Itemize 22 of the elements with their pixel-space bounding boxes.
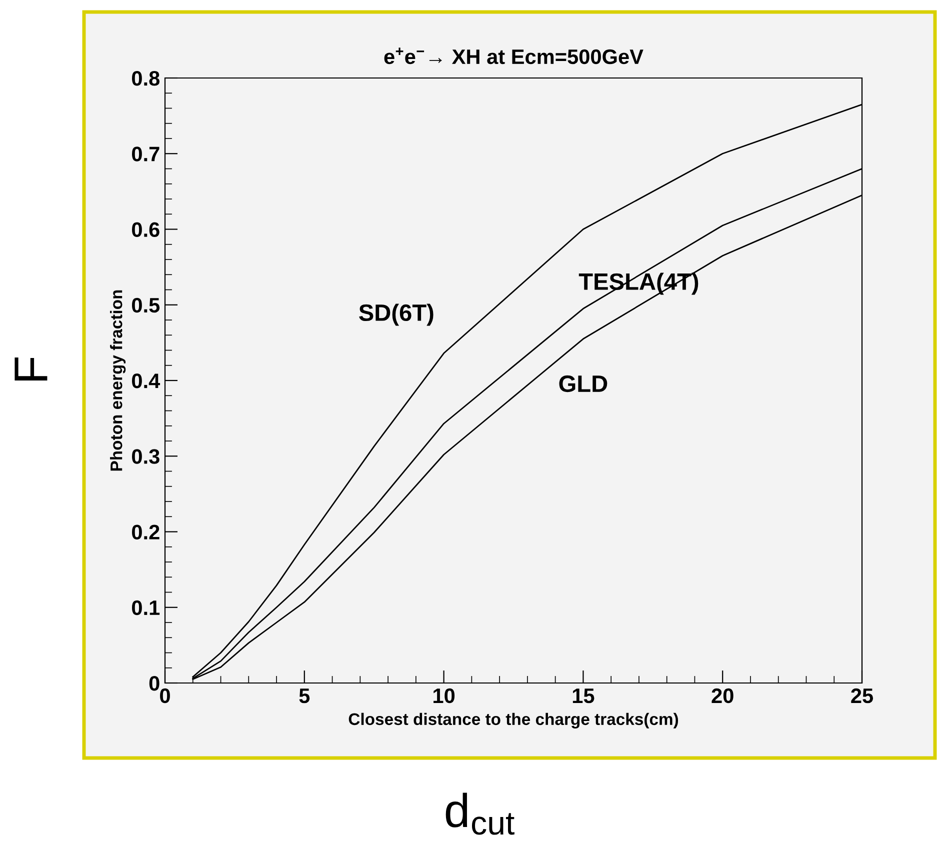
y-tick-label: 0.7 — [132, 146, 160, 162]
x-tick-label: 0 — [160, 688, 170, 704]
series-label: GLD — [559, 375, 608, 392]
series-label: SD(6T) — [359, 304, 434, 326]
y-tick-label: 0 — [149, 676, 160, 691]
x-tick-label: 10 — [434, 688, 455, 704]
chart-title: e$^{+}$e$^{−}$→ XH at Ecm=500GeV — [384, 48, 644, 64]
y-tick-label: 0.3 — [132, 449, 160, 464]
x-tick-label: 20 — [712, 688, 734, 704]
y-tick-label: 0.4 — [132, 374, 160, 388]
text: F — [14, 357, 48, 381]
y-tick-label: 0.2 — [132, 524, 160, 540]
y-tick-label: 0.5 — [132, 298, 160, 313]
y-tick-label: 0.6 — [132, 222, 160, 238]
y-tick-label: 0.8 — [132, 71, 160, 86]
x-tick-label: 25 — [851, 688, 874, 704]
y-axis-title: Photon energy fraction — [110, 290, 126, 471]
x-tick-label: 15 — [572, 688, 594, 704]
y-tick-label: 0.1 — [132, 600, 160, 616]
x-axis-title: Closest distance to the charge tracks(cm) — [348, 712, 678, 728]
text: d$_{cut}$ — [446, 792, 514, 835]
x-tick-label: 5 — [299, 688, 310, 704]
